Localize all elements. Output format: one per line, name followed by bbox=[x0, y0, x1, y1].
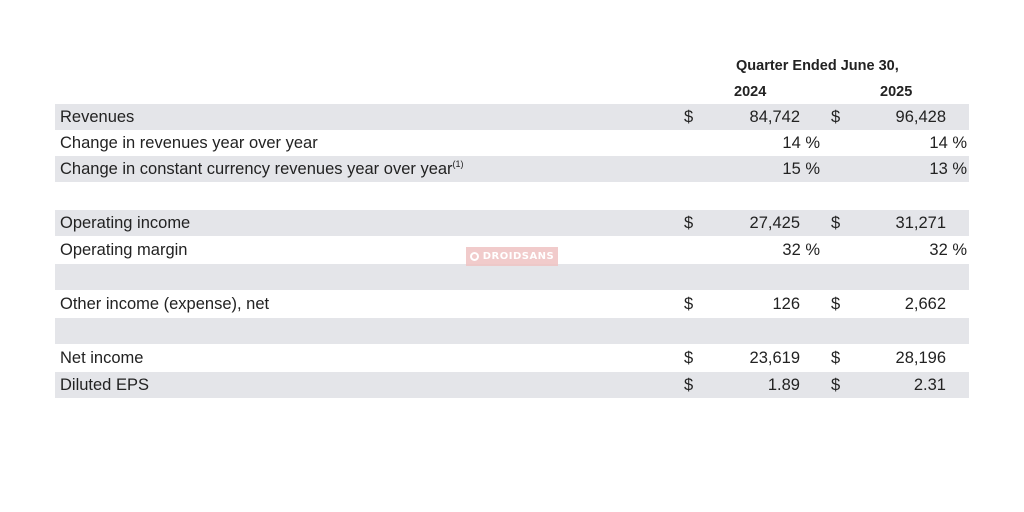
row-constant-currency-change: Change in constant currency revenues yea… bbox=[55, 156, 969, 182]
value-2025: 13 % bbox=[929, 160, 967, 178]
currency-symbol: $ bbox=[831, 295, 841, 313]
value-2025: 28,196 bbox=[895, 349, 946, 367]
row-change-in-revenues: Change in revenues year over year 14 % 1… bbox=[55, 130, 969, 156]
currency-symbol: $ bbox=[831, 349, 841, 367]
spacer-row bbox=[55, 183, 969, 209]
row-label-text: Change in constant currency revenues yea… bbox=[60, 160, 453, 178]
row-label: Revenues bbox=[60, 108, 135, 126]
value-2024: 126 bbox=[772, 295, 800, 313]
currency-symbol: $ bbox=[684, 214, 694, 232]
value-2024: 15 % bbox=[782, 160, 820, 178]
value-2025: 31,271 bbox=[895, 214, 946, 232]
watermark-text: DROIDSANS bbox=[482, 251, 555, 262]
row-label: Other income (expense), net bbox=[60, 295, 270, 313]
currency-symbol: $ bbox=[831, 108, 841, 126]
row-label: Operating margin bbox=[60, 241, 188, 259]
currency-symbol: $ bbox=[684, 376, 694, 394]
droidsans-logo-icon bbox=[469, 252, 479, 261]
value-2025: 14 % bbox=[929, 134, 967, 152]
currency-symbol: $ bbox=[684, 349, 694, 367]
row-net-income: Net income $ 23,619 $ 28,196 bbox=[55, 345, 969, 371]
row-label: Net income bbox=[60, 349, 144, 367]
value-2025: 2,662 bbox=[904, 295, 946, 313]
droidsans-watermark: DROIDSANS bbox=[466, 247, 558, 266]
row-diluted-eps: Diluted EPS $ 1.89 $ 2.31 bbox=[55, 372, 969, 398]
year-header-2024: 2024 bbox=[734, 84, 767, 100]
row-operating-margin: Operating margin 32 % 32 % bbox=[55, 237, 969, 263]
currency-symbol: $ bbox=[831, 376, 841, 394]
value-2024: 84,742 bbox=[749, 108, 800, 126]
row-revenues: Revenues $ 84,742 $ 96,428 bbox=[55, 104, 969, 130]
spacer-row bbox=[55, 264, 969, 290]
row-other-income: Other income (expense), net $ 126 $ 2,66… bbox=[55, 291, 969, 317]
row-label: Diluted EPS bbox=[60, 376, 149, 394]
currency-symbol: $ bbox=[831, 214, 841, 232]
value-2025: 2.31 bbox=[913, 376, 946, 394]
value-2025: 32 % bbox=[929, 241, 967, 259]
value-2024: 32 % bbox=[782, 241, 820, 259]
value-2024: 23,619 bbox=[749, 349, 800, 367]
currency-symbol: $ bbox=[684, 295, 694, 313]
row-label: Operating income bbox=[60, 214, 191, 232]
value-2024: 27,425 bbox=[749, 214, 800, 232]
period-header: Quarter Ended June 30, bbox=[736, 58, 899, 74]
value-2024: 14 % bbox=[782, 134, 820, 152]
spacer-row bbox=[55, 318, 969, 344]
value-2025: 96,428 bbox=[895, 108, 946, 126]
year-header-2025: 2025 bbox=[880, 84, 913, 100]
row-label: Change in constant currency revenues yea… bbox=[60, 156, 464, 182]
row-label: Change in revenues year over year bbox=[60, 134, 318, 152]
currency-symbol: $ bbox=[684, 108, 694, 126]
row-operating-income: Operating income $ 27,425 $ 31,271 bbox=[55, 210, 969, 236]
value-2024: 1.89 bbox=[767, 376, 800, 394]
footnote-marker: (1) bbox=[452, 159, 464, 169]
